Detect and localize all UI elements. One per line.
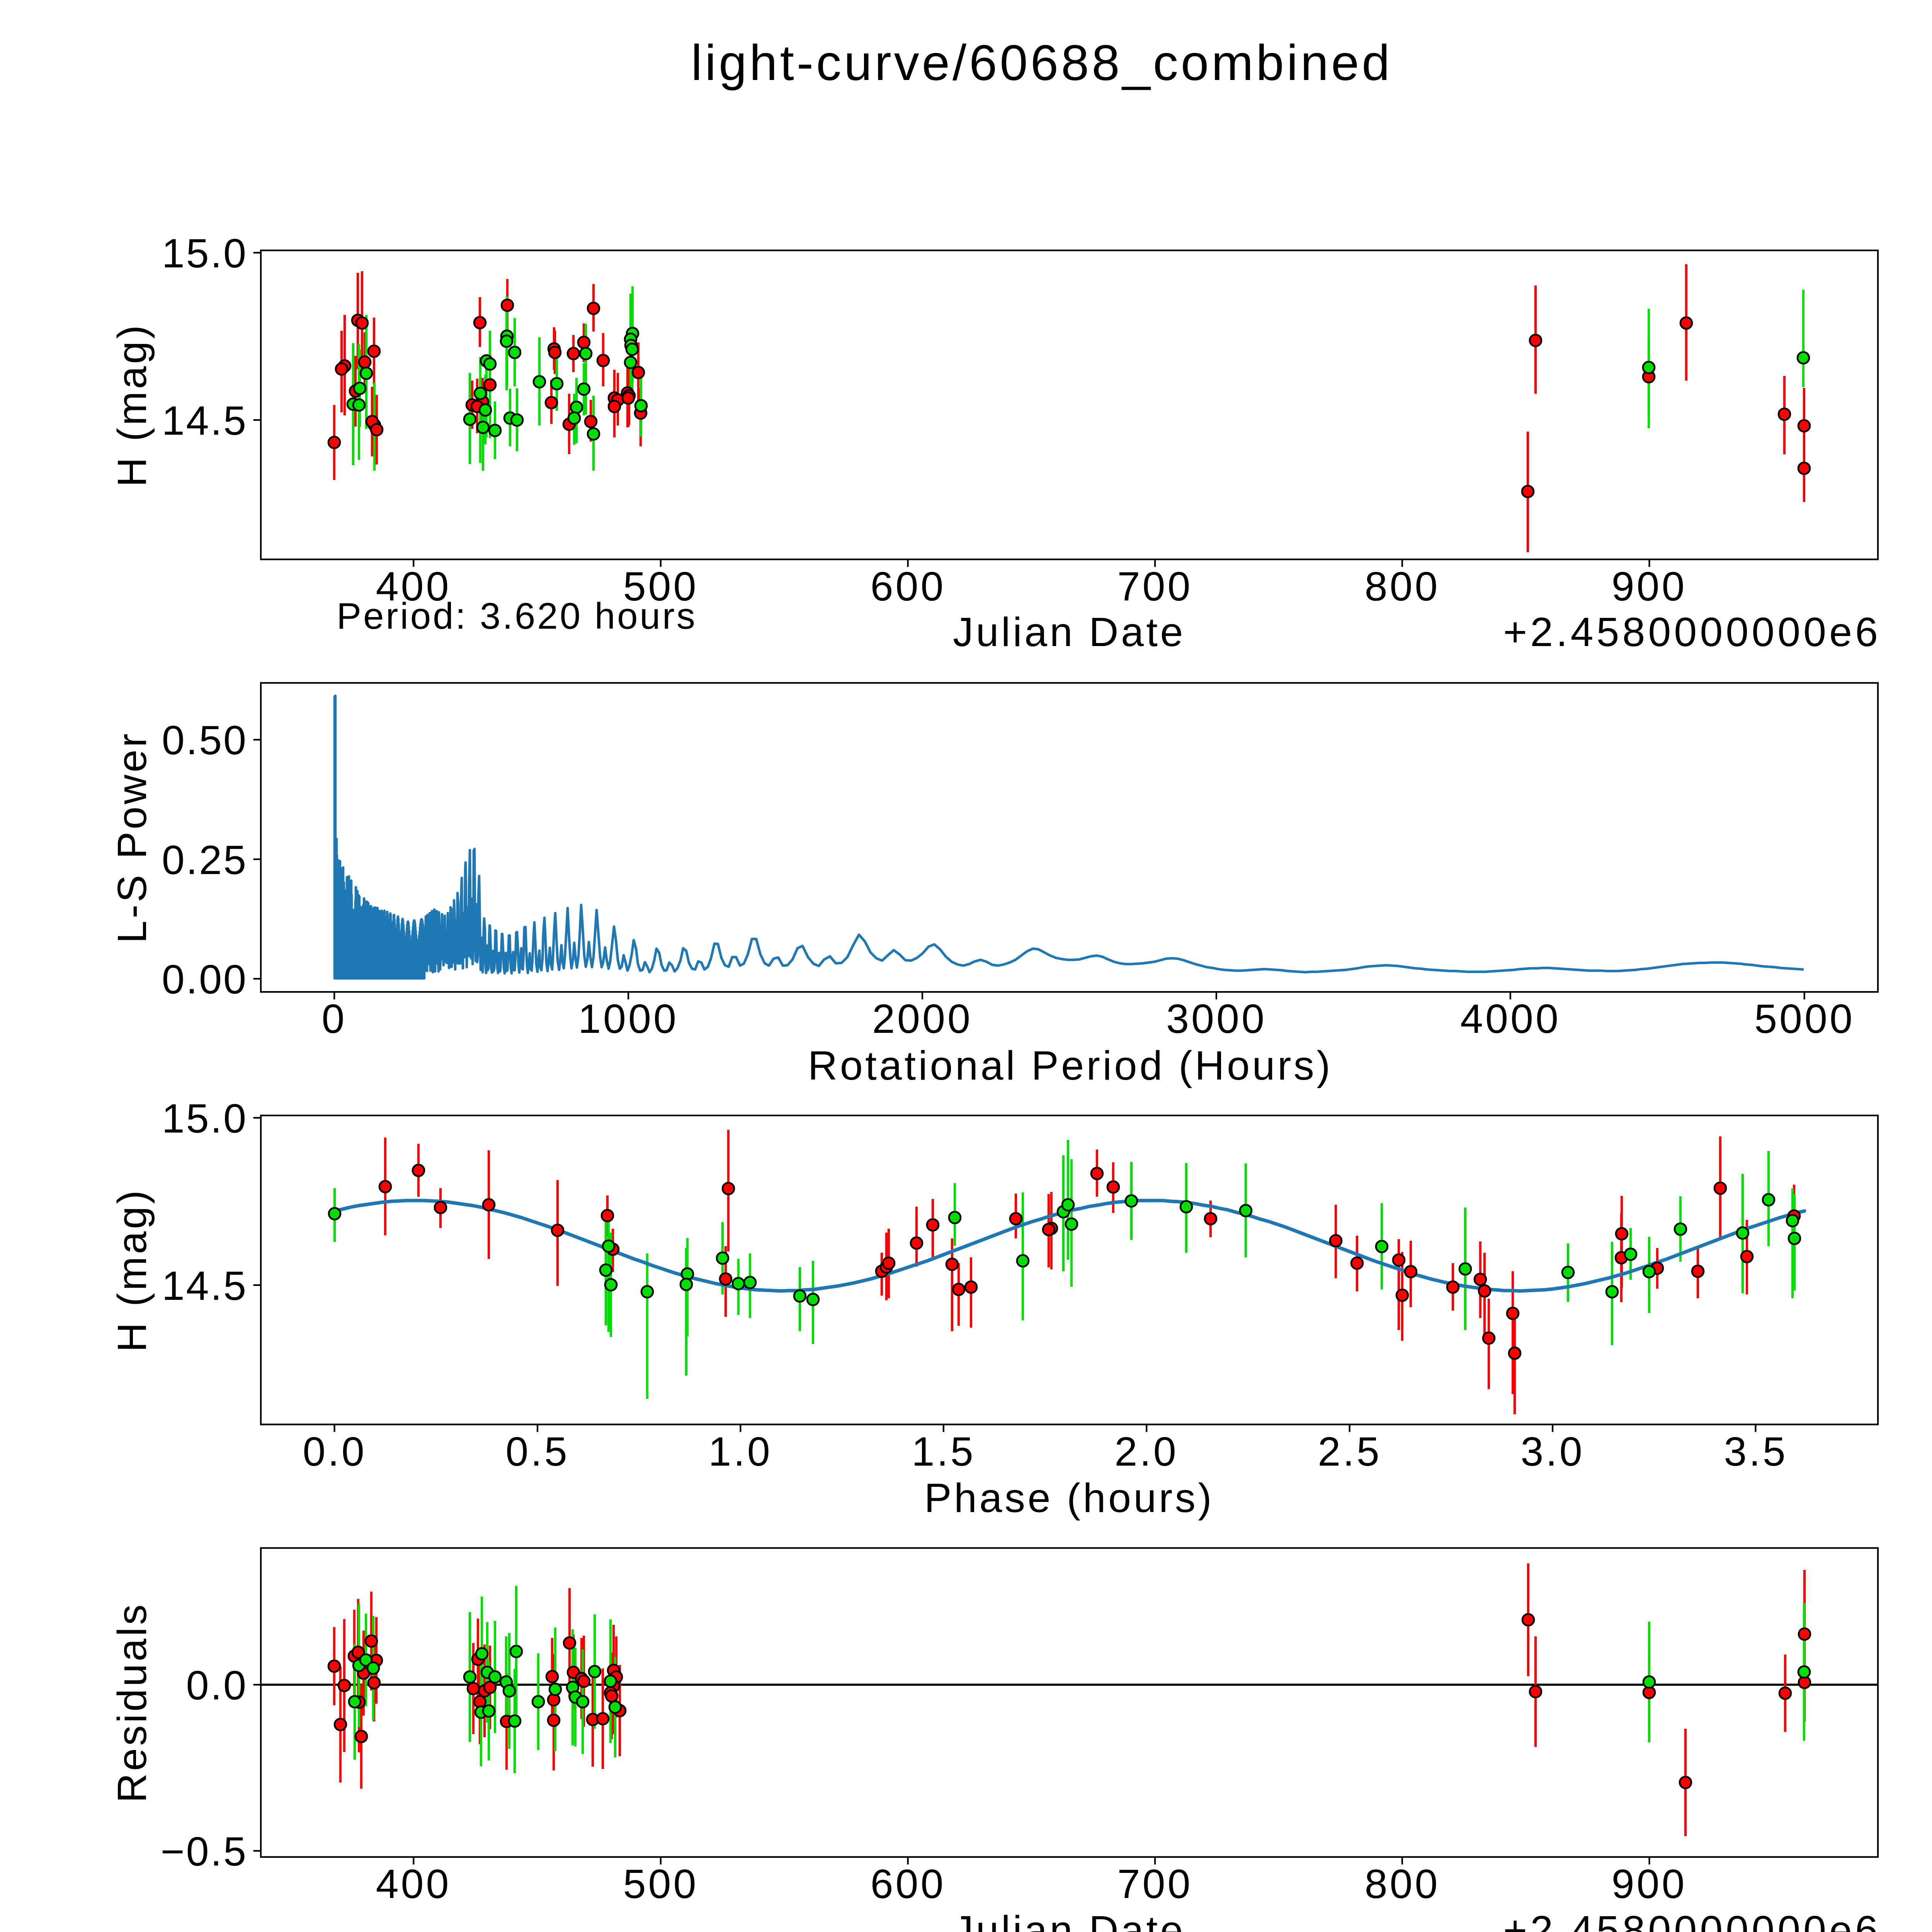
svg-text:700: 700 bbox=[1117, 1861, 1193, 1907]
svg-text:0.0: 0.0 bbox=[186, 1663, 248, 1708]
svg-text:2.0: 2.0 bbox=[1114, 1429, 1178, 1475]
svg-text:1.0: 1.0 bbox=[708, 1429, 772, 1475]
svg-text:800: 800 bbox=[1365, 1861, 1440, 1907]
svg-text:600: 600 bbox=[871, 564, 946, 609]
svg-text:0.0: 0.0 bbox=[303, 1429, 366, 1475]
svg-text:Julian Date: Julian Date bbox=[953, 1908, 1185, 1932]
svg-text:15.0: 15.0 bbox=[162, 1096, 248, 1141]
svg-text:500: 500 bbox=[623, 1861, 699, 1907]
svg-text:1.5: 1.5 bbox=[912, 1429, 975, 1475]
svg-text:400: 400 bbox=[376, 564, 451, 609]
svg-text:Julian Date: Julian Date bbox=[953, 609, 1185, 655]
svg-text:−0.5: −0.5 bbox=[161, 1829, 248, 1874]
svg-text:4000: 4000 bbox=[1460, 996, 1561, 1042]
svg-text:400: 400 bbox=[376, 1861, 451, 1907]
svg-text:0: 0 bbox=[322, 996, 347, 1042]
svg-text:5000: 5000 bbox=[1754, 996, 1855, 1042]
svg-text:H (mag): H (mag) bbox=[109, 323, 155, 487]
svg-text:3.5: 3.5 bbox=[1724, 1429, 1787, 1475]
svg-text:3.0: 3.0 bbox=[1520, 1429, 1584, 1475]
svg-text:500: 500 bbox=[623, 564, 699, 609]
svg-text:0.5: 0.5 bbox=[505, 1429, 569, 1475]
svg-text:+2.4580000000e6: +2.4580000000e6 bbox=[1503, 609, 1881, 655]
svg-text:Residuals: Residuals bbox=[109, 1602, 155, 1803]
svg-text:900: 900 bbox=[1612, 564, 1687, 609]
svg-text:light-curve/60688_combined: light-curve/60688_combined bbox=[691, 34, 1392, 91]
svg-text:0.25: 0.25 bbox=[162, 837, 248, 883]
svg-text:14.5: 14.5 bbox=[162, 1263, 248, 1309]
svg-text:Rotational Period (Hours): Rotational Period (Hours) bbox=[808, 1043, 1333, 1088]
svg-text:2000: 2000 bbox=[872, 996, 973, 1042]
svg-text:1000: 1000 bbox=[578, 996, 679, 1042]
svg-text:900: 900 bbox=[1612, 1861, 1687, 1907]
svg-text:2.5: 2.5 bbox=[1318, 1429, 1381, 1475]
svg-text:3000: 3000 bbox=[1166, 996, 1267, 1042]
svg-text:H (mag): H (mag) bbox=[109, 1188, 155, 1352]
svg-text:600: 600 bbox=[871, 1861, 946, 1907]
svg-text:15.0: 15.0 bbox=[162, 231, 248, 276]
svg-text:+2.4580000000e6: +2.4580000000e6 bbox=[1503, 1908, 1881, 1932]
svg-text:Period: 3.620 hours: Period: 3.620 hours bbox=[337, 595, 697, 637]
svg-text:Phase (hours): Phase (hours) bbox=[924, 1475, 1214, 1521]
svg-text:0.50: 0.50 bbox=[162, 718, 248, 763]
svg-text:800: 800 bbox=[1365, 564, 1440, 609]
svg-text:14.5: 14.5 bbox=[162, 398, 248, 444]
svg-text:0.00: 0.00 bbox=[162, 957, 248, 1002]
svg-text:700: 700 bbox=[1117, 564, 1193, 609]
svg-text:L-S Power: L-S Power bbox=[109, 731, 155, 944]
